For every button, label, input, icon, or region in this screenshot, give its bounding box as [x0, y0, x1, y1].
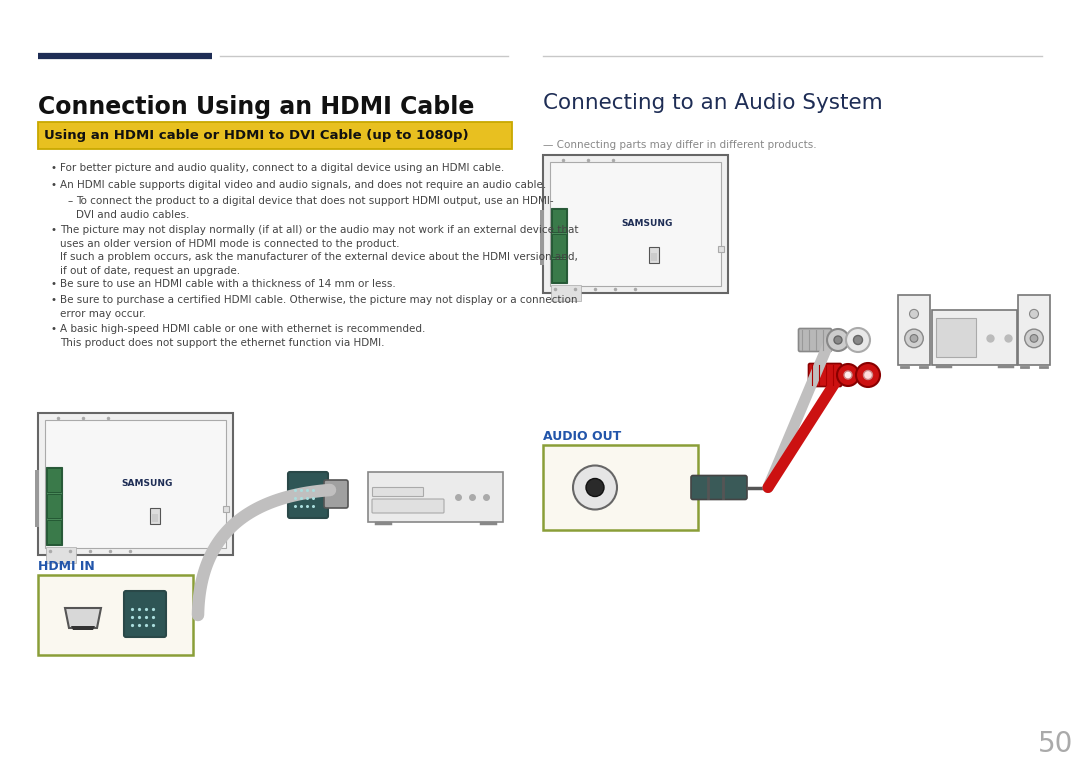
- FancyBboxPatch shape: [38, 575, 193, 655]
- FancyBboxPatch shape: [649, 246, 659, 262]
- Text: Using an HDMI cable or HDMI to DVI Cable (up to 1080p): Using an HDMI cable or HDMI to DVI Cable…: [44, 129, 469, 142]
- FancyBboxPatch shape: [48, 468, 60, 492]
- Text: For better picture and audio quality, connect to a digital device using an HDMI : For better picture and audio quality, co…: [60, 163, 504, 173]
- FancyBboxPatch shape: [651, 253, 657, 261]
- Text: Connection Using an HDMI Cable: Connection Using an HDMI Cable: [38, 95, 474, 119]
- Circle shape: [1030, 334, 1038, 343]
- FancyBboxPatch shape: [551, 285, 581, 301]
- Text: Be sure to purchase a certified HDMI cable. Otherwise, the picture may not displ: Be sure to purchase a certified HDMI cab…: [60, 295, 578, 319]
- Circle shape: [853, 336, 863, 345]
- Circle shape: [846, 328, 870, 352]
- Text: •: •: [50, 295, 56, 305]
- Circle shape: [905, 329, 923, 348]
- FancyBboxPatch shape: [324, 480, 348, 508]
- FancyBboxPatch shape: [222, 507, 229, 513]
- Text: SAMSUNG: SAMSUNG: [122, 479, 173, 488]
- Circle shape: [586, 478, 604, 497]
- FancyBboxPatch shape: [1018, 295, 1050, 365]
- Circle shape: [1025, 329, 1043, 348]
- Text: The picture may not display normally (if at all) or the audio may not work if an: The picture may not display normally (if…: [60, 225, 579, 276]
- FancyBboxPatch shape: [38, 122, 512, 149]
- FancyBboxPatch shape: [550, 162, 721, 286]
- FancyBboxPatch shape: [288, 472, 328, 518]
- Text: •: •: [50, 163, 56, 173]
- Circle shape: [834, 336, 842, 344]
- Circle shape: [837, 364, 859, 386]
- FancyBboxPatch shape: [552, 234, 566, 257]
- Circle shape: [856, 363, 880, 387]
- Circle shape: [1029, 310, 1039, 318]
- FancyBboxPatch shape: [809, 363, 841, 387]
- FancyBboxPatch shape: [552, 209, 566, 232]
- Circle shape: [909, 310, 918, 318]
- Text: HDMI IN: HDMI IN: [38, 560, 95, 573]
- FancyBboxPatch shape: [38, 413, 233, 555]
- FancyBboxPatch shape: [46, 547, 76, 563]
- Circle shape: [827, 329, 849, 351]
- Text: AUDIO OUT: AUDIO OUT: [543, 430, 621, 443]
- FancyBboxPatch shape: [897, 295, 930, 365]
- Text: Be sure to use an HDMI cable with a thickness of 14 mm or less.: Be sure to use an HDMI cable with a thic…: [60, 278, 395, 288]
- FancyBboxPatch shape: [691, 475, 747, 500]
- FancyBboxPatch shape: [150, 507, 160, 523]
- FancyBboxPatch shape: [373, 488, 423, 497]
- FancyBboxPatch shape: [551, 208, 567, 283]
- Text: •: •: [50, 278, 56, 288]
- FancyBboxPatch shape: [48, 494, 60, 518]
- FancyBboxPatch shape: [372, 499, 444, 513]
- Text: To connect the product to a digital device that does not support HDMI output, us: To connect the product to a digital devi…: [76, 196, 554, 220]
- Text: SAMSUNG: SAMSUNG: [621, 220, 672, 228]
- FancyBboxPatch shape: [45, 420, 226, 548]
- FancyBboxPatch shape: [543, 155, 728, 293]
- Polygon shape: [71, 626, 95, 630]
- Text: An HDMI cable supports digital video and audio signals, and does not require an : An HDMI cable supports digital video and…: [60, 180, 546, 190]
- Text: Connecting to an Audio System: Connecting to an Audio System: [543, 93, 882, 113]
- FancyBboxPatch shape: [718, 246, 724, 252]
- Circle shape: [864, 371, 873, 379]
- FancyBboxPatch shape: [552, 259, 566, 282]
- Circle shape: [843, 371, 852, 379]
- Circle shape: [573, 465, 617, 510]
- Text: — Connecting parts may differ in different products.: — Connecting parts may differ in differe…: [543, 140, 816, 150]
- Text: •: •: [50, 180, 56, 190]
- Text: •: •: [50, 324, 56, 334]
- FancyBboxPatch shape: [936, 318, 976, 357]
- Text: A basic high-speed HDMI cable or one with ethernet is recommended.
This product : A basic high-speed HDMI cable or one wit…: [60, 324, 426, 348]
- FancyBboxPatch shape: [35, 470, 39, 526]
- FancyBboxPatch shape: [46, 467, 62, 545]
- Polygon shape: [65, 608, 102, 628]
- FancyBboxPatch shape: [540, 210, 544, 266]
- Text: 50: 50: [1038, 730, 1074, 758]
- FancyBboxPatch shape: [124, 591, 166, 637]
- FancyBboxPatch shape: [798, 329, 832, 352]
- Text: •: •: [50, 225, 56, 235]
- FancyBboxPatch shape: [48, 520, 60, 544]
- FancyBboxPatch shape: [543, 445, 698, 530]
- Text: –: –: [68, 196, 73, 207]
- Circle shape: [910, 334, 918, 343]
- FancyBboxPatch shape: [932, 310, 1017, 365]
- FancyBboxPatch shape: [368, 472, 503, 522]
- FancyBboxPatch shape: [152, 513, 158, 522]
